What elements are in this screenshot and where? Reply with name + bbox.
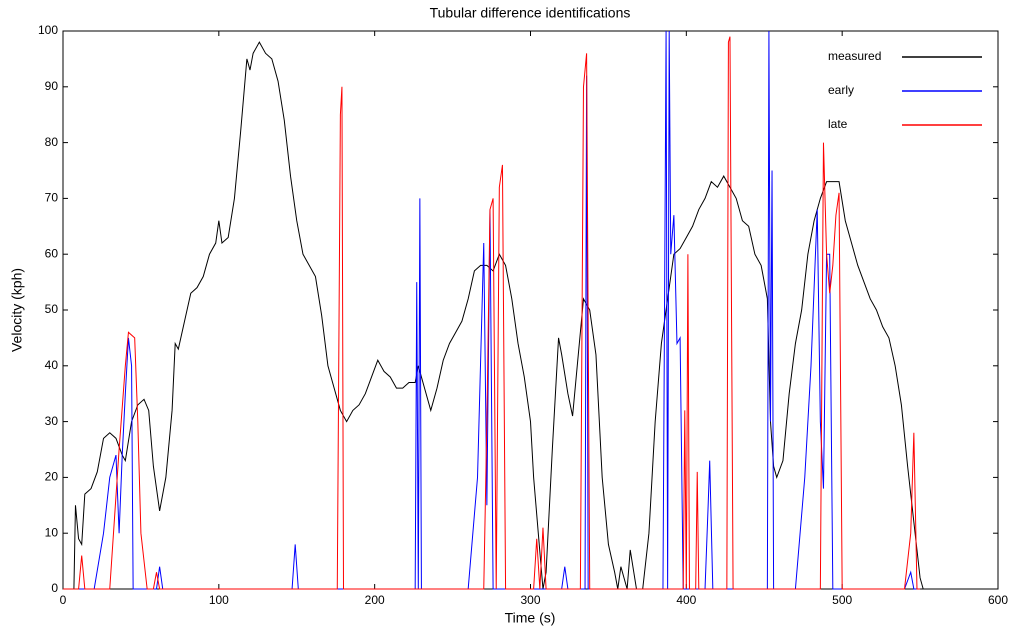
x-tick-label: 400 xyxy=(676,593,696,607)
x-axis-label: Time (s) xyxy=(505,610,556,626)
y-tick-label: 40 xyxy=(45,358,59,372)
y-axis-label: Velocity (kph) xyxy=(9,268,25,352)
x-tick-label: 200 xyxy=(365,593,385,607)
x-tick-label: 500 xyxy=(832,593,852,607)
y-tick-label: 30 xyxy=(45,414,59,428)
y-tick-label: 100 xyxy=(38,23,58,37)
legend-label: early xyxy=(828,83,854,97)
y-tick-label: 60 xyxy=(45,246,59,260)
legend-label: measured xyxy=(828,49,881,63)
x-tick-label: 300 xyxy=(520,593,540,607)
y-tick-label: 70 xyxy=(45,191,59,205)
y-tick-label: 80 xyxy=(45,135,59,149)
x-tick-label: 100 xyxy=(209,593,229,607)
plot-area xyxy=(62,30,999,590)
x-tick-label: 600 xyxy=(988,593,1008,607)
y-tick-label: 50 xyxy=(45,302,59,316)
y-tick-label: 20 xyxy=(45,470,59,484)
chart-title: Tubular difference identifications xyxy=(430,5,631,21)
y-tick-label: 0 xyxy=(51,581,58,595)
y-tick-label: 90 xyxy=(45,79,59,93)
series-line xyxy=(63,36,921,590)
y-tick-label: 10 xyxy=(45,525,59,539)
x-tick-label: 0 xyxy=(60,593,67,607)
legend-label: late xyxy=(828,117,848,131)
